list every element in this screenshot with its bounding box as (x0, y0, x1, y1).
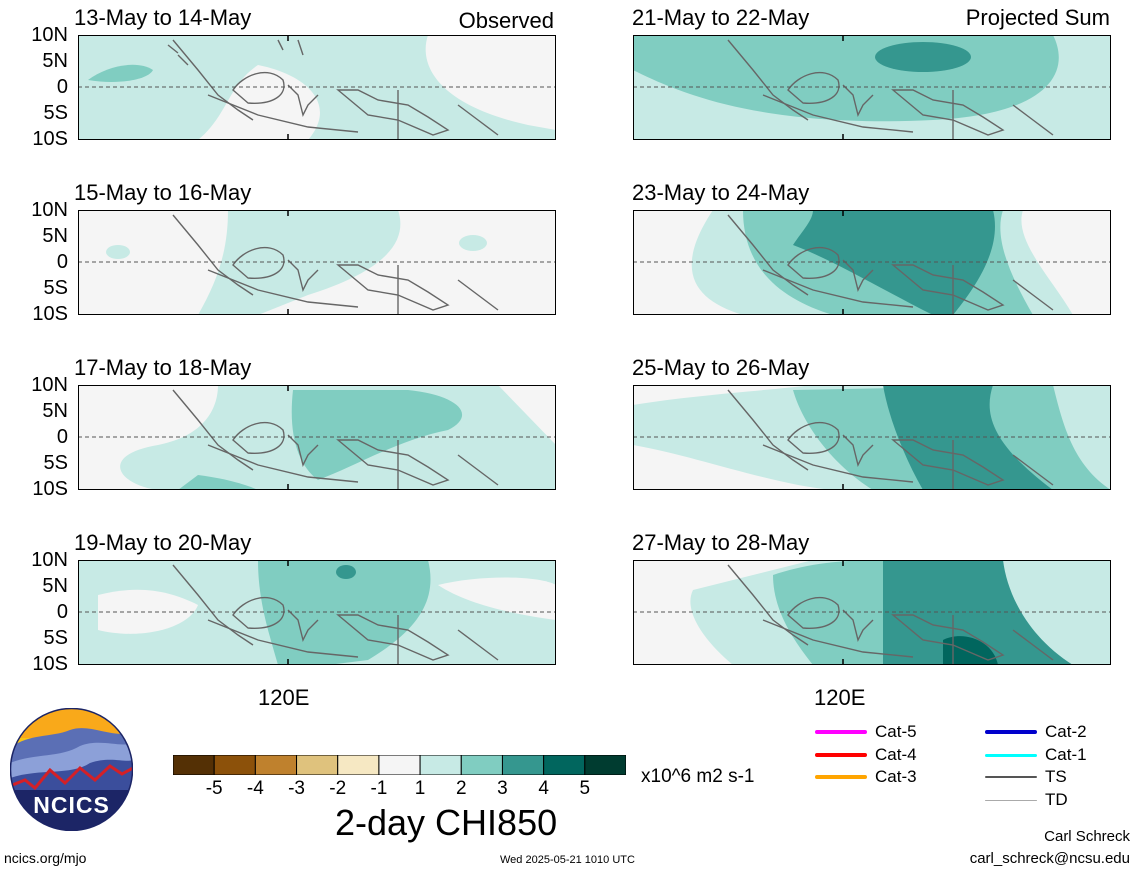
colorbar-swatch (337, 754, 380, 776)
colorbar-tick-label: -3 (288, 778, 305, 799)
footer-timestamp: Wed 2025-05-21 1010 UTC (500, 854, 635, 866)
legend-label: Cat-2 (1045, 722, 1087, 741)
lat-label: 10N (31, 24, 68, 46)
colorbar-swatches (172, 754, 627, 776)
lat-label: 10S (32, 478, 68, 500)
legend-label: TS (1045, 767, 1067, 786)
colorbar-swatch (213, 754, 256, 776)
lat-label: 10N (31, 549, 68, 571)
map-panel-3 (77, 384, 557, 491)
map-panel-1 (77, 34, 557, 141)
colorbar-tick-label: -4 (246, 778, 264, 799)
panel-title-7: 25-May to 26-May (632, 355, 810, 380)
map-8 (632, 559, 1112, 666)
lat-label: 0 (56, 426, 68, 448)
map-3 (77, 384, 557, 491)
lon-label-left: 120E (258, 685, 310, 710)
map-panel-6 (632, 209, 1112, 316)
colorbar-tick-label: 4 (538, 778, 549, 799)
legend-line-ts (985, 776, 1037, 778)
panel-title-2: 15-May to 16-May (74, 180, 252, 205)
lat-label: 0 (56, 76, 68, 98)
lat-label: 5N (42, 225, 68, 247)
map-7 (632, 384, 1112, 491)
colorbar-tick-label: 1 (414, 778, 426, 799)
colorbar-title: 2-day CHI850 (335, 802, 558, 843)
panel-title-8: 27-May to 28-May (632, 530, 810, 555)
lat-label: 10S (32, 128, 68, 150)
panel-label-observed: Observed (458, 8, 554, 33)
panel-title-3: 17-May to 18-May (74, 355, 252, 380)
map-2 (77, 209, 557, 316)
legend-line-cat-2 (985, 730, 1037, 734)
colorbar-tick-label: -5 (205, 778, 223, 799)
colorbar-tick-label: 3 (497, 778, 508, 799)
lat-label: 10N (31, 199, 68, 221)
legend-label: Cat-5 (875, 722, 917, 741)
colorbar-swatch (378, 754, 421, 776)
legend-line-cat-1 (985, 753, 1037, 757)
colorbar-swatch (172, 754, 215, 776)
footer-email: carl_schreck@ncsu.edu (969, 850, 1130, 867)
map-panel-2 (77, 209, 557, 316)
colorbar-tick-label: -1 (370, 778, 388, 799)
legend-label: TD (1045, 790, 1068, 809)
lat-label: 5S (43, 452, 68, 474)
map-5 (632, 34, 1112, 141)
lat-label: 5N (42, 575, 68, 597)
lat-label: 0 (56, 601, 68, 623)
legend-label: Cat-4 (875, 745, 917, 764)
panel-label-projected: Projected Sum (965, 5, 1110, 30)
lat-label: 5S (43, 102, 68, 124)
legend-label: Cat-1 (1045, 745, 1087, 764)
lon-label-right: 120E (814, 685, 866, 710)
lat-label: 5S (43, 627, 68, 649)
legend-label: Cat-3 (875, 767, 917, 786)
map-panel-8 (632, 559, 1112, 666)
colorbar-swatch (419, 754, 462, 776)
colorbar (172, 754, 627, 776)
colorbar-swatch (584, 754, 627, 776)
panel-title-5: 21-May to 22-May (632, 5, 810, 30)
lat-label: 10N (31, 374, 68, 396)
legend-line-cat-5 (815, 730, 867, 734)
legend-line-cat-3 (815, 775, 867, 779)
colorbar-tick-label: 5 (579, 778, 591, 799)
legend-line-td (985, 799, 1037, 801)
lat-label: 10S (32, 303, 68, 325)
colorbar-swatch (543, 754, 586, 776)
lat-label: 10S (32, 653, 68, 675)
colorbar-swatch (501, 754, 545, 776)
ncics-logo: NCICS (9, 707, 134, 832)
ncics-logo-icon (9, 707, 134, 832)
panel-title-4: 19-May to 20-May (74, 530, 252, 555)
panel-title-6: 23-May to 24-May (632, 180, 810, 205)
footer-site: ncics.org/mjo (4, 850, 87, 866)
panel-title-1: 13-May to 14-May (74, 5, 252, 30)
map-4 (77, 559, 557, 666)
legend-line-cat-4 (815, 753, 867, 757)
footer-author: Carl Schreck (1044, 828, 1130, 845)
map-panel-7 (632, 384, 1112, 491)
colorbar-tick-label: 2 (455, 778, 467, 799)
lat-label: 5N (42, 400, 68, 422)
colorbar-units: x10^6 m2 s-1 (641, 766, 755, 787)
map-panel-5 (632, 34, 1112, 141)
ncics-logo-text: NCICS (33, 792, 110, 818)
map-1 (77, 34, 557, 141)
lat-label: 5S (43, 277, 68, 299)
colorbar-swatch (460, 754, 503, 776)
lat-label: 5N (42, 50, 68, 72)
map-6 (632, 209, 1112, 316)
colorbar-swatch (296, 754, 339, 776)
lat-label: 0 (56, 251, 68, 273)
colorbar-swatch (254, 754, 298, 776)
map-panel-4 (77, 559, 557, 666)
colorbar-tick-label: -2 (329, 778, 347, 799)
